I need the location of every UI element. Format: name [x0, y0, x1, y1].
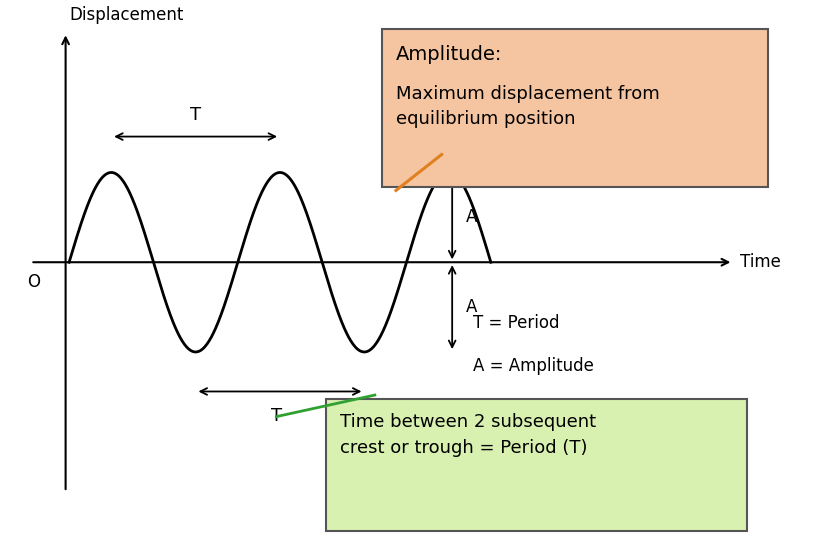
- Text: A = Amplitude: A = Amplitude: [473, 357, 594, 375]
- Text: T: T: [270, 407, 282, 425]
- Text: Time: Time: [740, 253, 781, 271]
- Text: Time between 2 subsequent
crest or trough = Period (T): Time between 2 subsequent crest or troug…: [339, 413, 595, 458]
- Text: Amplitude:: Amplitude:: [396, 45, 502, 64]
- FancyBboxPatch shape: [382, 29, 767, 187]
- Text: O: O: [28, 274, 40, 292]
- Text: Maximum displacement from
equilibrium position: Maximum displacement from equilibrium po…: [396, 85, 659, 128]
- Text: T: T: [190, 105, 201, 123]
- FancyBboxPatch shape: [325, 399, 746, 531]
- Text: Displacement: Displacement: [69, 6, 183, 24]
- Text: A: A: [466, 209, 477, 227]
- Text: A: A: [466, 298, 477, 316]
- Text: T = Period: T = Period: [473, 314, 559, 333]
